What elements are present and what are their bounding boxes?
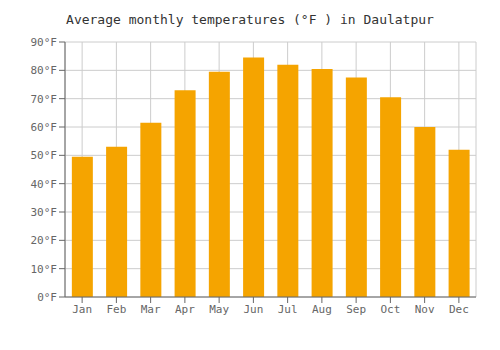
- svg-text:10°F: 10°F: [31, 263, 58, 276]
- svg-text:Mar: Mar: [141, 303, 161, 316]
- svg-text:Sep: Sep: [346, 303, 366, 316]
- svg-text:50°F: 50°F: [31, 149, 58, 162]
- svg-text:0°F: 0°F: [37, 291, 57, 304]
- svg-text:May: May: [209, 303, 229, 316]
- svg-text:Feb: Feb: [106, 303, 126, 316]
- svg-text:Nov: Nov: [415, 303, 435, 316]
- svg-text:Apr: Apr: [175, 303, 195, 316]
- html-text:Average monthly temperatures (: Average monthly temperatures (°F ) in Da…: [66, 12, 434, 27]
- svg-text:Jun: Jun: [243, 303, 263, 316]
- svg-text:80°F: 80°F: [31, 64, 58, 77]
- svg-text:30°F: 30°F: [31, 206, 58, 219]
- svg-text:90°F: 90°F: [31, 36, 58, 49]
- svg-text:Jan: Jan: [72, 303, 92, 316]
- svg-text:20°F: 20°F: [31, 234, 58, 247]
- svg-text:60°F: 60°F: [31, 121, 58, 134]
- svg-text:Aug: Aug: [312, 303, 332, 316]
- svg-text:40°F: 40°F: [31, 178, 58, 191]
- svg-text:Oct: Oct: [380, 303, 400, 316]
- svg-text:Dec: Dec: [449, 303, 469, 316]
- svg-text:Jul: Jul: [278, 303, 298, 316]
- svg-text:70°F: 70°F: [31, 93, 58, 106]
